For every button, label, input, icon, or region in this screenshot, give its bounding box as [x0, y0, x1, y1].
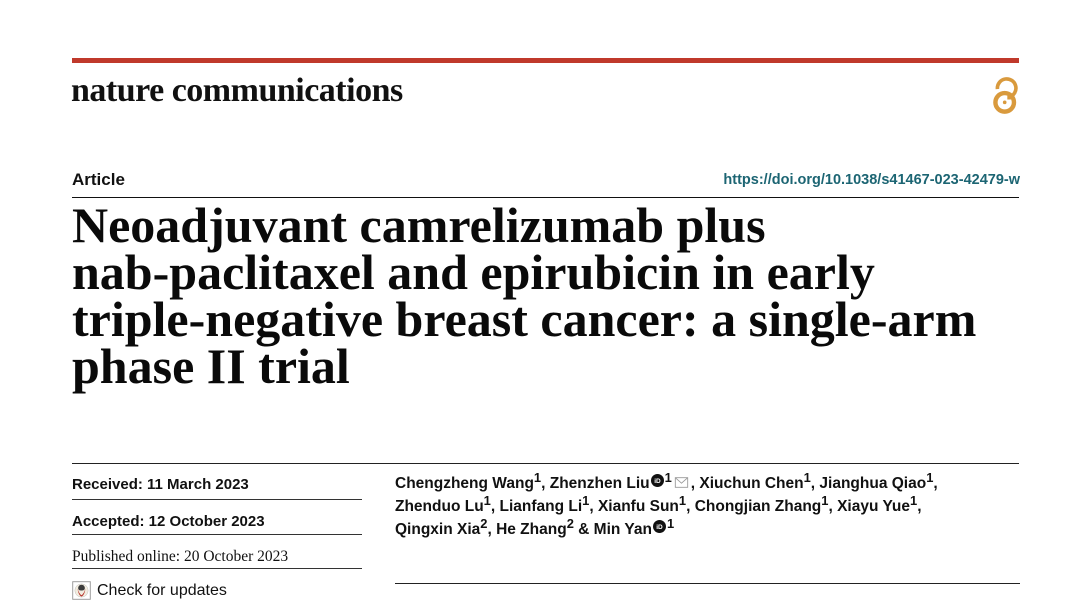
svg-text:iD: iD	[656, 524, 663, 531]
svg-text:iD: iD	[654, 478, 661, 485]
